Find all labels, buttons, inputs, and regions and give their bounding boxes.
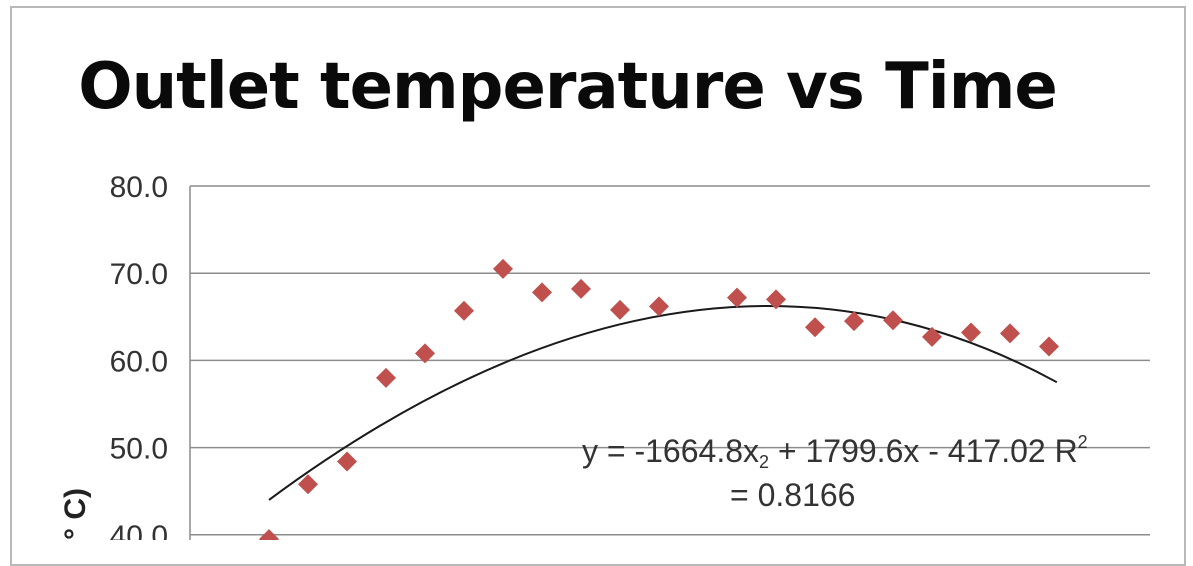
data-point xyxy=(454,300,474,321)
y-tick-label: 50.0 xyxy=(110,433,168,466)
y-axis-label: ° C) xyxy=(59,488,92,540)
gridlines xyxy=(189,185,1150,540)
y-tick-label: 80.0 xyxy=(110,171,168,204)
chart-frame xyxy=(10,6,1186,566)
y-tick-label: 60.0 xyxy=(110,345,168,378)
data-points xyxy=(259,258,1059,540)
data-point xyxy=(883,310,903,331)
data-point xyxy=(493,258,513,279)
y-tick-label: 70.0 xyxy=(110,258,168,291)
data-point xyxy=(1039,336,1059,357)
data-point xyxy=(532,282,552,303)
data-point xyxy=(805,317,825,338)
data-point xyxy=(337,451,357,472)
data-point xyxy=(610,299,630,320)
eq-part1: y = -1664.8x xyxy=(582,433,759,469)
data-point xyxy=(766,289,786,310)
data-point xyxy=(376,367,396,388)
data-point xyxy=(649,296,669,317)
data-point xyxy=(727,287,747,308)
trendline-equation-line1: y = -1664.8x2 + 1799.6x - 417.02 R2 xyxy=(582,432,1088,472)
data-point xyxy=(844,311,864,332)
data-point xyxy=(571,278,591,299)
chart-plot: 40.0 50.0 60.0 70.0 80.0 ° C) y = -1664.8x2 … xyxy=(59,171,1150,540)
data-point xyxy=(298,474,318,495)
y-tick-labels: 40.0 50.0 60.0 70.0 80.0 xyxy=(110,171,168,540)
eq-sup2: 2 xyxy=(1078,432,1088,452)
trendline-equation-line2: = 0.8166 xyxy=(730,477,855,513)
trendline xyxy=(268,305,1058,501)
eq-part2: + 1799.6x - 417.02 R xyxy=(769,433,1078,469)
chart-title: Outlet temperature vs Time xyxy=(78,50,1058,124)
eq-sup1: 2 xyxy=(759,452,769,472)
data-point xyxy=(922,326,942,347)
data-point xyxy=(1000,323,1020,344)
y-tick-label: 40.0 xyxy=(110,520,168,540)
data-point xyxy=(259,529,279,540)
data-point xyxy=(961,322,981,343)
data-point xyxy=(415,343,435,364)
